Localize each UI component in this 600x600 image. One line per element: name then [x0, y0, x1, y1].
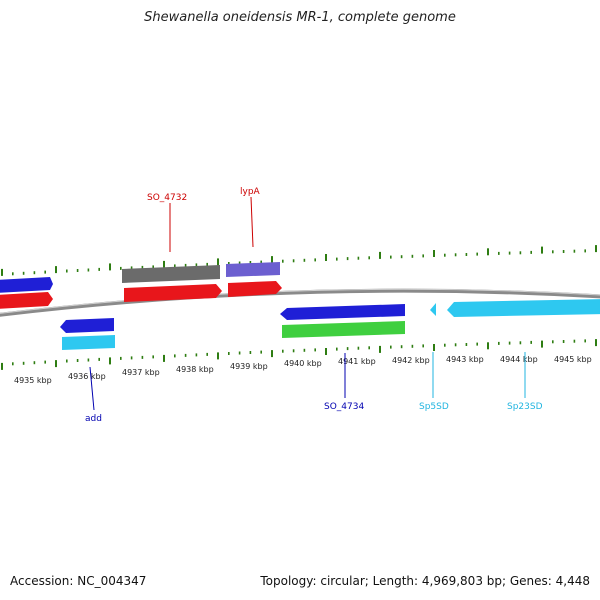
forward-features — [0, 262, 282, 309]
scale-label: 4937 kbp — [122, 368, 160, 377]
genome-stats-text: Topology: circular; Length: 4,969,803 bp… — [260, 574, 590, 588]
scale-label: 4944 kbp — [500, 355, 538, 364]
gene-arrow-blue[interactable] — [280, 304, 405, 320]
label-leaders — [89, 196, 526, 411]
scale-label: 4942 kbp — [392, 356, 430, 365]
gene-arrow-purple[interactable] — [226, 262, 280, 277]
accession-text: Accession: NC_004347 — [10, 574, 147, 588]
gene-label-add[interactable]: add — [85, 414, 102, 424]
gene-arrow-grey[interactable] — [122, 265, 220, 283]
leader-line — [250, 196, 254, 248]
scale-label: 4939 kbp — [230, 362, 268, 371]
gene-arrow-red[interactable] — [228, 281, 282, 297]
reverse-features — [60, 299, 600, 350]
scale-label: 4936 kbp — [68, 372, 106, 381]
genome-backbone — [0, 288, 600, 317]
leader-line — [89, 366, 95, 411]
gene-arrow-cyan[interactable] — [430, 303, 436, 316]
scale-label: 4943 kbp — [446, 355, 484, 364]
gene-arrow-cyan[interactable] — [62, 335, 115, 350]
map-title: Shewanella oneidensis MR-1, complete gen… — [144, 10, 456, 25]
outer-tick-ring — [1, 245, 597, 276]
scale-label: 4941 kbp — [338, 357, 376, 366]
scale-labels: 4935 kbp 4936 kbp 4937 kbp 4938 kbp 4939… — [14, 355, 592, 385]
gene-label-lypa[interactable]: lypA — [240, 187, 261, 197]
gene-arrow-cyan[interactable] — [447, 299, 600, 317]
scale-label: 4938 kbp — [176, 365, 214, 374]
scale-label: 4945 kbp — [554, 355, 592, 364]
gene-arrow-blue[interactable] — [60, 318, 114, 333]
gene-label-sp23sd[interactable]: Sp23SD — [507, 402, 543, 412]
gene-arrow-green[interactable] — [282, 321, 405, 338]
inner-tick-ring — [1, 339, 597, 370]
scale-label: 4935 kbp — [14, 376, 52, 385]
gene-labels: SO_4732 lypA add SO_4734 Sp5SD Sp23SD — [85, 187, 543, 424]
gene-label-so4732[interactable]: SO_4732 — [147, 193, 187, 203]
gene-arrow-red[interactable] — [0, 292, 53, 309]
genome-backbone-highlight — [0, 288, 600, 314]
gene-arrow-red[interactable] — [124, 284, 222, 302]
gene-label-so4734[interactable]: SO_4734 — [324, 402, 364, 412]
gene-label-sp5sd[interactable]: Sp5SD — [419, 402, 449, 412]
scale-label: 4940 kbp — [284, 359, 322, 368]
gene-arrow-blue[interactable] — [0, 277, 53, 293]
